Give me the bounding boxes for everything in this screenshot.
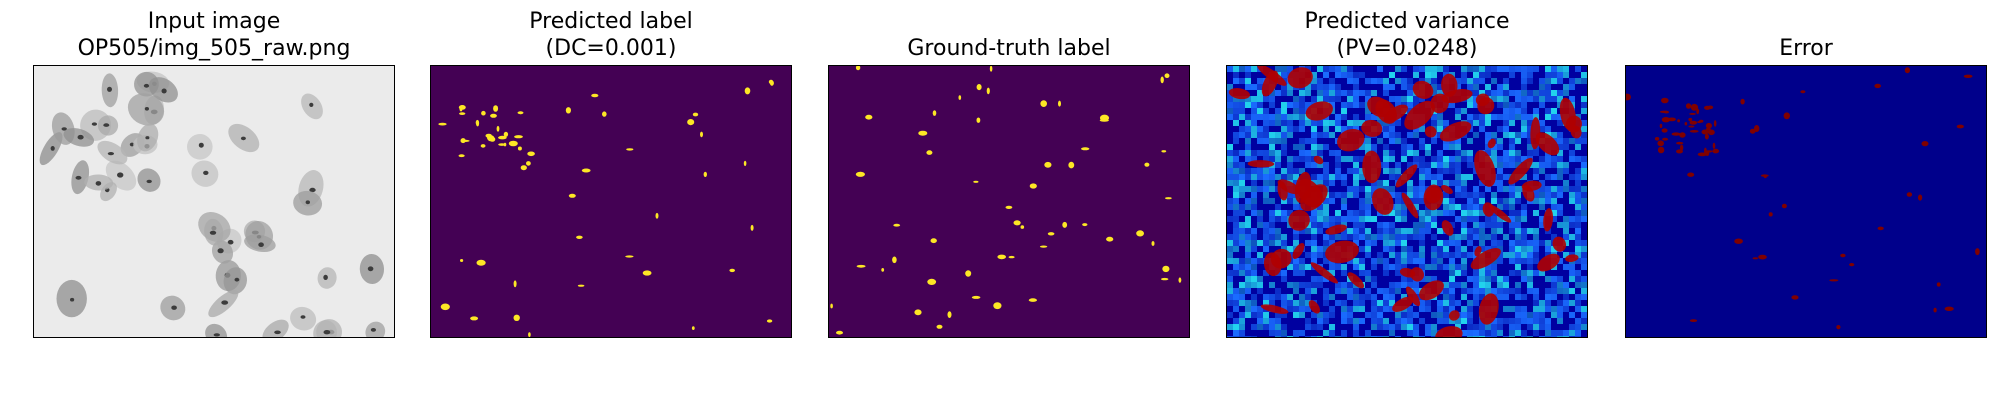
predicted-variance-frame <box>1226 65 1588 338</box>
panel-title: Predicted label (DC=0.001) <box>390 8 832 62</box>
blob-layer <box>1626 67 1980 330</box>
predicted-label-frame <box>430 65 792 338</box>
panel-title: Predicted variance (PV=0.0248) <box>1186 8 1628 62</box>
variance-layer <box>1227 66 1587 337</box>
ground-truth-label-map <box>829 66 1189 337</box>
panel-title-line: Predicted label <box>529 9 693 34</box>
panel-input-image: Input image OP505/img_505_raw.png <box>33 0 395 400</box>
panel-title: Input image OP505/img_505_raw.png <box>0 8 435 62</box>
panel-title: Error <box>1585 35 2000 62</box>
panel-title-line: (DC=0.001) <box>545 36 677 61</box>
panel-title-line: (PV=0.0248) <box>1336 36 1478 61</box>
input-image <box>34 66 394 337</box>
blob-layer <box>830 66 1182 335</box>
panel-title-line: Error <box>1779 36 1833 61</box>
panel-predicted-label: Predicted label (DC=0.001) <box>430 0 792 400</box>
panel-title-line: Ground-truth label <box>907 36 1111 61</box>
panel-ground-truth-label: Ground-truth label <box>828 0 1190 400</box>
panel-error: Error <box>1625 0 1987 400</box>
error-map <box>1626 66 1986 337</box>
predicted-label-map <box>431 66 791 337</box>
panel-title-line: Predicted variance <box>1304 9 1510 34</box>
panel-title-line: OP505/img_505_raw.png <box>77 36 351 61</box>
cell-layer <box>39 71 386 337</box>
input-image-frame <box>33 65 395 338</box>
blob-layer <box>438 79 774 337</box>
ground-truth-label-frame <box>828 65 1190 338</box>
predicted-variance-map <box>1227 66 1587 337</box>
panel-predicted-variance: Predicted variance (PV=0.0248) <box>1226 0 1588 400</box>
panel-title-line: Input image <box>147 9 281 34</box>
error-frame <box>1625 65 1987 338</box>
panel-title: Ground-truth label <box>788 35 1230 62</box>
